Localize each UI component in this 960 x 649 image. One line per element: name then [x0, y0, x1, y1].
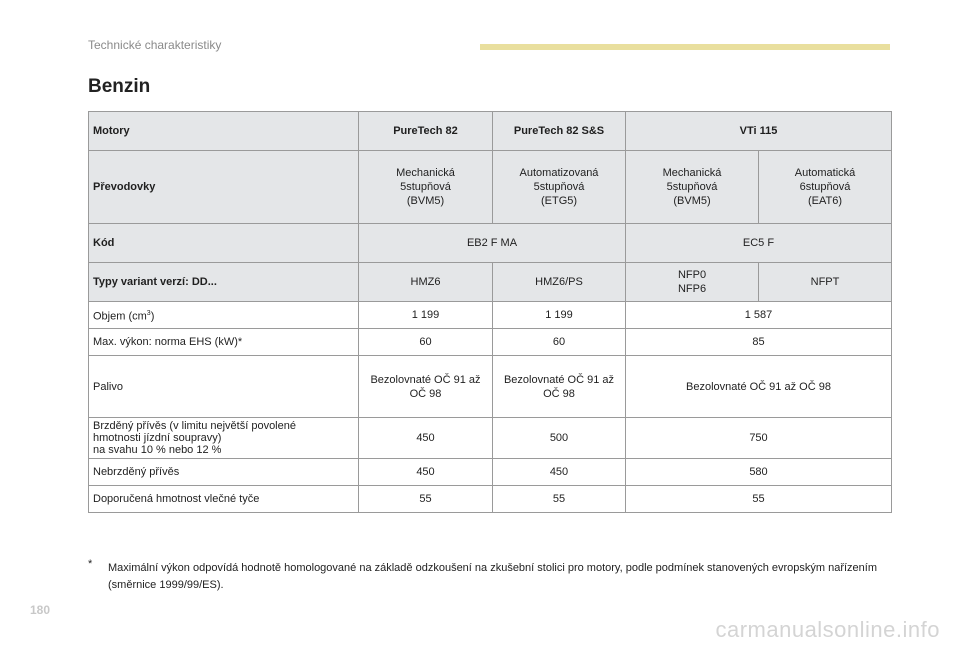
cell-line: Bezolovnaté OČ 91 až: [503, 373, 615, 386]
cell-line: (ETG5): [540, 195, 578, 207]
cell-vykon-1: 60: [358, 328, 493, 356]
cell-vykon-2: 60: [492, 328, 626, 356]
row-label-brzdeny: Brzděný přívěs (v limitu největší povole…: [88, 417, 359, 459]
cell-line: 5stupňová: [666, 181, 718, 193]
section-heading: Technické charakteristiky: [88, 38, 222, 52]
cell-line: OČ 98: [409, 387, 442, 400]
cell-typ-4: NFPT: [758, 262, 892, 302]
cell-line: 5stupňová: [533, 181, 585, 193]
cell-palivo-3: Bezolovnaté OČ 91 až OČ 98: [625, 355, 892, 418]
cell-palivo-1: Bezolovnaté OČ 91 až OČ 98: [358, 355, 493, 418]
cell-typ-2: HMZ6/PS: [492, 262, 626, 302]
table-row-motory: Motory PureTech 82 PureTech 82 S&S VTi 1…: [88, 111, 892, 151]
row-label-doporucena: Doporučená hmotnost vlečné tyče: [88, 485, 359, 513]
cell-line: Automatizovaná: [519, 167, 599, 179]
cell-vti-115: VTi 115: [625, 111, 892, 151]
cell-brzdeny-2: 500: [492, 417, 626, 459]
cell-kod-ec5: EC5 F: [625, 223, 892, 263]
cell-line: NFP0: [677, 269, 707, 281]
cell-brzdeny-3: 750: [625, 417, 892, 459]
cell-typ-1: HMZ6: [358, 262, 493, 302]
label-line: hmotnosti jízdní soupravy): [93, 432, 222, 444]
row-label-motory: Motory: [88, 111, 359, 151]
row-label-nebrzdeny: Nebrzděný přívěs: [88, 458, 359, 486]
cell-prevodovka-3: Mechanická 5stupňová (BVM5): [625, 150, 759, 224]
table-row-brzdeny: Brzděný přívěs (v limitu největší povole…: [88, 417, 892, 459]
cell-doporucena-3: 55: [625, 485, 892, 513]
cell-line: (BVM5): [406, 195, 445, 207]
table-row-doporucena: Doporučená hmotnost vlečné tyče 55 55 55: [88, 485, 892, 513]
cell-line: Mechanická: [396, 167, 455, 179]
label-text: Objem (cm: [93, 310, 147, 323]
cell-kod-eb2: EB2 F MA: [358, 223, 626, 263]
cell-line: Automatická: [794, 167, 856, 179]
cell-objem-3: 1 587: [625, 301, 892, 329]
cell-line: Mechanická: [662, 167, 722, 179]
label-line: na svahu 10 % nebo 12 %: [93, 444, 222, 456]
footnote-marker: *: [88, 558, 93, 570]
cell-nebrzdeny-3: 580: [625, 458, 892, 486]
cell-line: 5stupňová: [400, 181, 451, 193]
cell-line: (EAT6): [807, 195, 843, 207]
cell-prevodovka-2: Automatizovaná 5stupňová (ETG5): [492, 150, 626, 224]
section-divider-bar: [480, 44, 890, 50]
table-row-objem: Objem (cm3) 1 199 1 199 1 587: [88, 301, 892, 329]
row-label-typy: Typy variant verzí: DD...: [88, 262, 359, 302]
cell-prevodovka-4: Automatická 6stupňová (EAT6): [758, 150, 892, 224]
label-line: Brzděný přívěs (v limitu největší povole…: [93, 420, 296, 432]
footnote-text: Maximální výkon odpovídá hodnotě homolog…: [108, 562, 878, 591]
cell-vykon-3: 85: [625, 328, 892, 356]
label-superscript: 3: [146, 309, 151, 317]
cell-line: OČ 98: [543, 387, 575, 400]
cell-line: 6stupňová: [799, 181, 851, 193]
cell-objem-2: 1 199: [492, 301, 626, 329]
cell-typ-3: NFP0 NFP6: [625, 262, 759, 302]
page-title: Benzin: [88, 76, 151, 97]
cell-nebrzdeny-2: 450: [492, 458, 626, 486]
table-row-typy: Typy variant verzí: DD... HMZ6 HMZ6/PS N…: [88, 262, 892, 302]
cell-line: Bezolovnaté OČ 91 až: [370, 373, 481, 386]
table-row-nebrzdeny: Nebrzděný přívěs 450 450 580: [88, 458, 892, 486]
cell-prevodovka-1: Mechanická 5stupňová (BVM5): [358, 150, 493, 224]
row-label-palivo: Palivo: [88, 355, 359, 418]
table-row-prevodovky: Převodovky Mechanická 5stupňová (BVM5) A…: [88, 150, 892, 224]
cell-line: (BVM5): [673, 195, 711, 207]
row-label-kod: Kód: [88, 223, 359, 263]
cell-palivo-2: Bezolovnaté OČ 91 až OČ 98: [492, 355, 626, 418]
cell-puretech-82: PureTech 82: [358, 111, 493, 151]
table-row-kod: Kód EB2 F MA EC5 F: [88, 223, 892, 263]
row-label-objem: Objem (cm3): [88, 301, 359, 329]
cell-doporucena-2: 55: [492, 485, 626, 513]
table-row-palivo: Palivo Bezolovnaté OČ 91 až OČ 98 Bezolo…: [88, 355, 892, 418]
cell-puretech-82-ss: PureTech 82 S&S: [492, 111, 626, 151]
cell-brzdeny-1: 450: [358, 417, 493, 459]
page-number: 180: [30, 603, 51, 617]
row-label-vykon: Max. výkon: norma EHS (kW)*: [88, 328, 359, 356]
cell-line: NFP6: [677, 283, 707, 295]
label-text: ): [150, 310, 155, 323]
cell-nebrzdeny-1: 450: [358, 458, 493, 486]
table-row-vykon: Max. výkon: norma EHS (kW)* 60 60 85: [88, 328, 892, 356]
spec-table: Motory PureTech 82 PureTech 82 S&S VTi 1…: [88, 111, 892, 513]
cell-doporucena-1: 55: [358, 485, 493, 513]
cell-objem-1: 1 199: [358, 301, 493, 329]
watermark: carmanualsonline.info: [715, 617, 940, 642]
row-label-prevodovky: Převodovky: [88, 150, 359, 224]
